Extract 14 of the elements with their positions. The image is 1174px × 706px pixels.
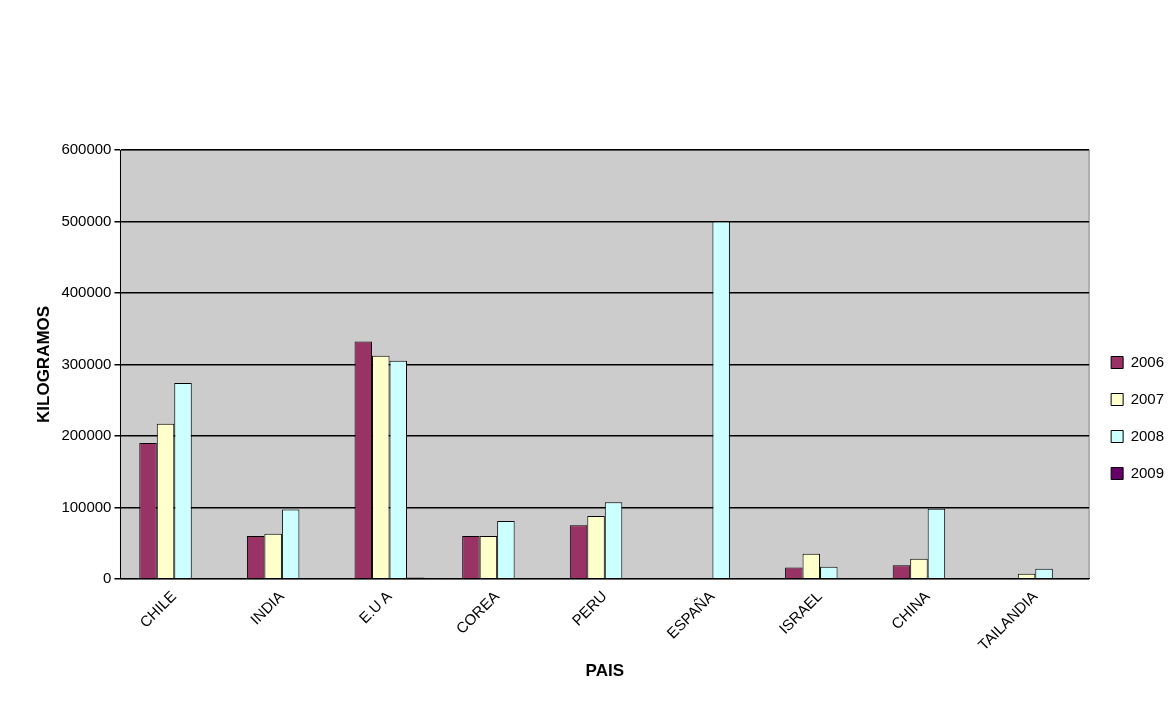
y-tick-label: 200000 [61, 426, 112, 444]
x-tick-label: E.U A [355, 587, 395, 627]
legend-label: 2007 [1130, 389, 1165, 407]
y-tick-label: 300000 [61, 354, 112, 372]
x-axis-title: PAIS [585, 661, 624, 681]
legend-label: 2006 [1130, 352, 1165, 370]
legend-label: 2009 [1130, 463, 1165, 481]
legend-label: 2008 [1130, 426, 1165, 444]
y-tick-label: 500000 [61, 211, 112, 229]
y-tick-label: 100000 [61, 497, 112, 515]
y-tick-label: 600000 [61, 140, 112, 158]
y-tick-label: 0 [103, 568, 112, 586]
y-axis-title: KILOGRAMOS [33, 305, 53, 423]
y-tick-label: 400000 [61, 283, 112, 301]
